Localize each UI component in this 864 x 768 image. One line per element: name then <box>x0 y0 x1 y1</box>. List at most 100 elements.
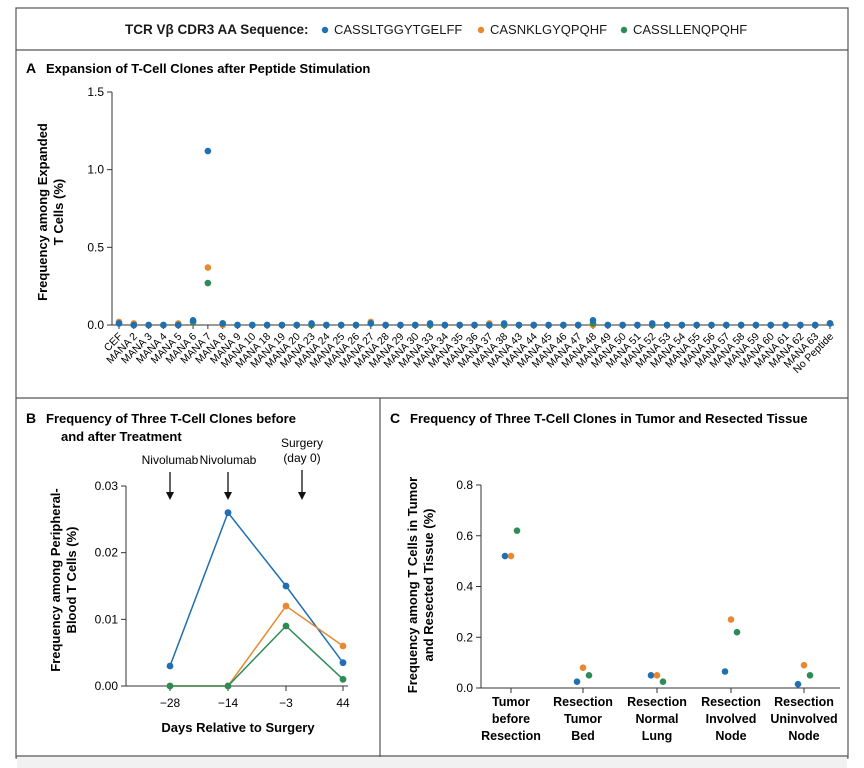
panel-b-point <box>339 659 347 667</box>
panel-a-point <box>411 321 419 329</box>
panel-a-point <box>723 321 730 329</box>
panel-c-y-tick-label: 0.4 <box>456 580 473 594</box>
panel-a-point <box>530 321 538 329</box>
panel-c-y-tick-label: 0.2 <box>456 630 473 644</box>
panel-c-x-tick-label: Bed <box>571 729 595 743</box>
panel-c-x-tick-label: Node <box>788 729 819 743</box>
panel-a-point <box>515 321 523 329</box>
panel-c-x-tick-label: Resection <box>553 695 613 709</box>
panel-b-series-line <box>169 511 344 667</box>
panel-b-y-tick-label: 0.03 <box>95 479 119 493</box>
panel-c-title: Frequency of Three T-Cell Clones in Tumo… <box>410 411 808 426</box>
panel-a-point <box>145 321 152 329</box>
panel-a-point <box>397 321 404 329</box>
panel-b-ylabel-line2: Blood T Cells (%) <box>64 527 79 634</box>
panel-a-y-tick-label: 0.0 <box>87 318 104 332</box>
panel-c-point <box>579 664 587 671</box>
panel-a-point <box>663 321 671 329</box>
panel-a-point <box>456 321 463 329</box>
panel-c-x-tick-label: Resection <box>627 695 687 709</box>
panel-c-x-tick-label: Node <box>715 729 746 743</box>
panel-b-point <box>282 582 290 590</box>
panel-b-x-tick-label: −28 <box>160 696 181 710</box>
panel-a-point <box>693 321 700 329</box>
panel-a-point <box>811 321 819 329</box>
panel-c-point <box>507 552 515 560</box>
legend-marker-green <box>620 26 628 34</box>
annotation-surgery-day: (day 0) <box>283 451 320 465</box>
panel-c-x-tick-label: before <box>492 712 530 726</box>
panel-a-title: Expansion of T-Cell Clones after Peptide… <box>46 61 370 76</box>
panel-a-point <box>189 317 197 324</box>
panel-b-point <box>282 602 290 610</box>
panel-b-point <box>166 682 174 690</box>
panel-b-series-line <box>170 624 344 687</box>
panel-c-x-tick-label: Tumor <box>564 712 602 726</box>
panel-a-ylabel-line2: T Cells (%) <box>51 179 66 245</box>
panel-a-point <box>337 321 345 329</box>
annotation-nivolumab-2: Nivolumab <box>200 453 257 467</box>
panel-c-x-tick-label: Uninvolved <box>770 712 837 726</box>
panel-a-point <box>782 321 789 329</box>
panel-c-point <box>585 672 593 679</box>
panel-b-title-line2: and after Treatment <box>61 429 182 444</box>
panel-a-point <box>130 321 138 329</box>
panel-c-point <box>800 661 808 669</box>
panel-c-point <box>501 552 509 560</box>
panel-a-point <box>352 321 360 329</box>
panel-c-point <box>513 527 521 534</box>
panel-c-y-tick-label: 0.6 <box>456 529 473 543</box>
annotation-arrow-head <box>224 492 232 500</box>
panel-b-xlabel: Days Relative to Surgery <box>161 720 315 735</box>
panel-a-point <box>293 321 301 329</box>
annotation-arrow-head <box>166 492 174 500</box>
legend-label-orange: CASNKLGYQPQHF <box>490 22 607 37</box>
panel-b-point <box>282 622 290 630</box>
panel-c-y-tick-label: 0.8 <box>456 478 473 492</box>
panel-a-point <box>204 147 212 155</box>
panel-a-point <box>382 321 389 329</box>
panel-a-point <box>115 320 123 327</box>
panel-a-point <box>500 320 508 327</box>
panel-a-point <box>589 317 597 324</box>
panel-a-point <box>619 321 626 329</box>
panel-b-point <box>224 682 232 690</box>
panel-a-point <box>174 321 182 329</box>
panel-a-letter: A <box>26 60 36 76</box>
panel-c-point <box>653 672 661 679</box>
panel-b-plot: 0.00 0.01 0.02 0.03 −28 −14 −3 44 Nivolumab Nivol… <box>95 436 350 710</box>
panel-b-ylabel-line1: Frequency among Peripheral- <box>48 488 63 672</box>
panel-a-point <box>263 321 271 329</box>
footer-band <box>17 757 847 768</box>
panel-a-point <box>634 321 641 329</box>
panel-a-point <box>486 321 493 329</box>
panel-a-point <box>323 321 330 329</box>
panel-c-x-tick-label: Resection <box>481 729 541 743</box>
panel-a-ylabel-line1: Frequency among Expanded <box>35 123 50 301</box>
panel-b-point <box>339 675 347 683</box>
panel-a-point <box>648 320 656 327</box>
annotation-arrow-head <box>298 492 306 500</box>
panel-c-point <box>573 678 581 685</box>
annotation-surgery: Surgery <box>281 436 323 450</box>
panel-a-point <box>678 321 686 329</box>
panel-c-x-tick-label: Lung <box>642 729 673 743</box>
panel-a-point <box>204 279 212 287</box>
panel-b-point <box>224 509 232 517</box>
panel-b-title-line1: Frequency of Three T-Cell Clones before <box>46 411 296 426</box>
panel-a-point <box>249 321 256 329</box>
panel-c-x-tick-label: Resection <box>701 695 761 709</box>
panel-a-point <box>367 320 375 327</box>
panel-a-point <box>560 321 567 329</box>
panel-b-x-tick-label: 44 <box>336 696 350 710</box>
panel-c-plot: 0.0 0.2 0.4 0.6 0.8 Tumor before Resection Resec… <box>456 478 840 743</box>
panel-c-x-tick-label: Normal <box>635 712 678 726</box>
legend-label-green: CASSLLENQPQHF <box>633 22 747 37</box>
panel-a-point <box>826 320 834 327</box>
panel-c-ylabel-line1: Frequency among T Cells in Tumor <box>405 477 420 693</box>
legend-label-blue: CASSLTGGYTGELFF <box>334 22 462 37</box>
panel-a-point <box>767 321 775 329</box>
panel-a-point <box>471 321 478 329</box>
panel-a-point <box>160 321 167 329</box>
